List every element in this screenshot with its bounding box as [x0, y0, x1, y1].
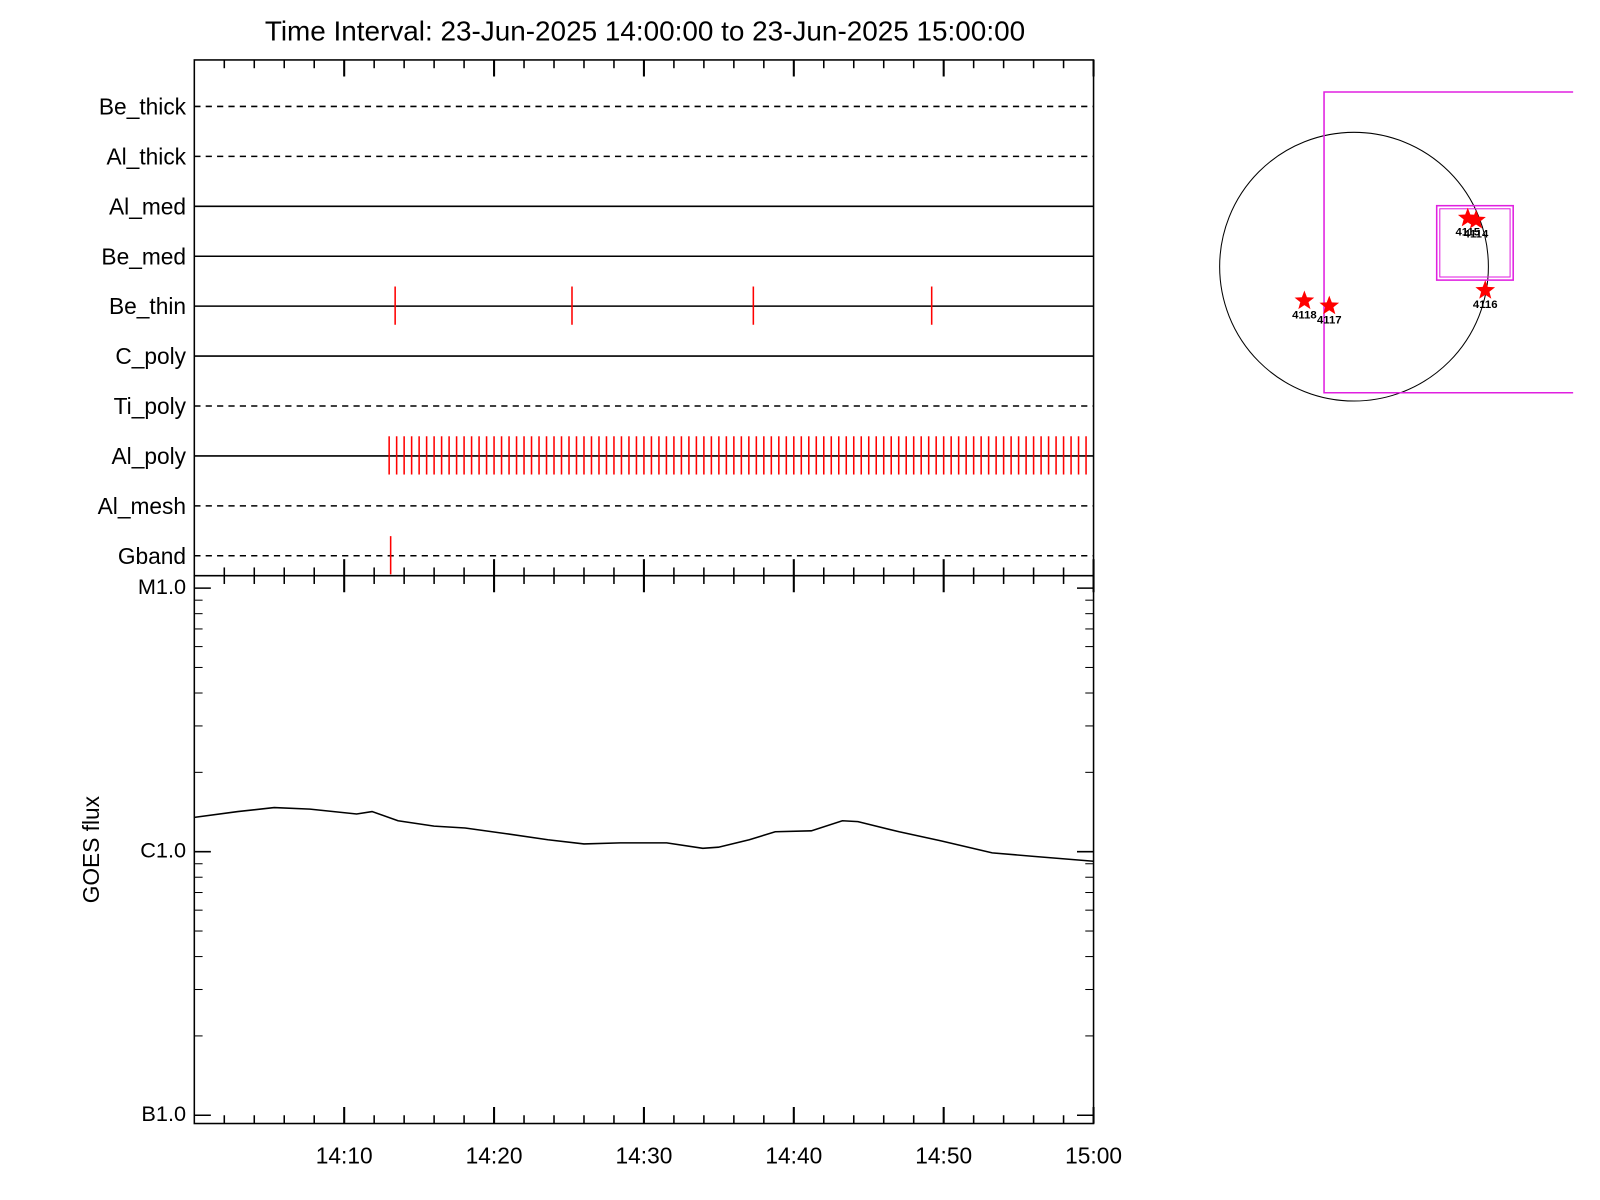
row-label: Be_thin — [109, 293, 186, 319]
row-label: Be_med — [101, 243, 186, 269]
region-label: 4116 — [1473, 299, 1498, 311]
x-tick-label: 15:00 — [1065, 1143, 1122, 1169]
y-tick-label: C1.0 — [140, 837, 186, 862]
y-tick-label: B1.0 — [141, 1101, 186, 1126]
region-star — [1319, 295, 1340, 315]
plot-root: Time Interval: 23-Jun-2025 14:00:00 to 2… — [78, 15, 1574, 1169]
flux-line — [194, 806, 1094, 863]
x-tick-label: 14:10 — [316, 1143, 373, 1169]
fov-small-inner — [1439, 208, 1511, 278]
top-panel-frame — [193, 59, 1095, 577]
region-label: 4117 — [1317, 314, 1342, 326]
region-star — [1475, 280, 1496, 299]
row-label: Al_poly — [112, 443, 187, 469]
region-label: 4118 — [1292, 309, 1317, 321]
row-label: Ti_poly — [114, 393, 187, 419]
region-star — [1294, 290, 1315, 310]
solar-disk — [1219, 131, 1489, 402]
region-label: 4114 — [1464, 229, 1489, 241]
row-label: Be_thick — [99, 94, 187, 120]
region-label: 4115 — [1455, 227, 1480, 239]
x-tick-label: 14:40 — [765, 1143, 822, 1169]
row-label: Al_thick — [106, 143, 186, 169]
row-label: Al_med — [109, 193, 186, 219]
row-label: Gband — [118, 543, 186, 569]
bottom-panel-frame — [193, 574, 1095, 1125]
row-label: C_poly — [115, 343, 186, 369]
x-tick-label: 14:50 — [915, 1143, 972, 1169]
row-label: Al_mesh — [98, 493, 186, 519]
fov-small — [1435, 204, 1514, 281]
chart-title: Time Interval: 23-Jun-2025 14:00:00 to 2… — [265, 15, 1025, 46]
fov-large — [1323, 91, 1574, 394]
y-tick-label: M1.0 — [138, 574, 186, 599]
y-axis-label: GOES flux — [78, 795, 104, 903]
region-star — [1466, 209, 1486, 229]
x-tick-label: 14:30 — [616, 1143, 673, 1169]
x-tick-label: 14:20 — [466, 1143, 523, 1169]
